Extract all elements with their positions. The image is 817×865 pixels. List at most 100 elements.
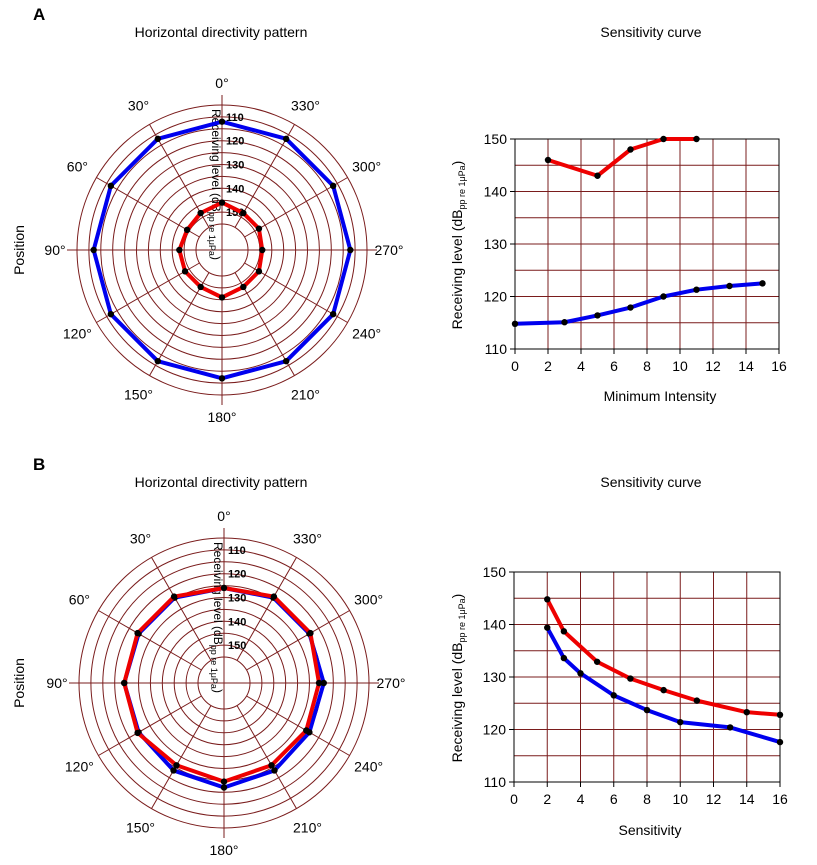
series-line-b-1: [545, 626, 781, 745]
polar-ring-label-b-0: 110: [228, 545, 246, 557]
y-tick-label-a-1: 120: [484, 289, 508, 305]
polar-point-a-0-7: [282, 357, 290, 365]
polar-point-a-0-6: [218, 375, 226, 382]
polar-angle-label-a-11: 30°: [128, 97, 149, 113]
sens-ylabel-sub-b: pp re 1μPa: [457, 598, 467, 642]
polar-point-b-1-10: [307, 629, 314, 637]
polar-angle-label-b-3: 270°: [377, 675, 406, 691]
data-point-b-1-5: [677, 718, 684, 726]
polar-point-a-1-1: [197, 209, 204, 217]
polar-spoke-b-8: [246, 695, 350, 756]
panel-letter-a: A: [33, 5, 45, 24]
polar-point-b-0-6: [220, 784, 228, 791]
y-tick-label-a-0: 110: [485, 341, 508, 357]
polar-radial-label-main-b: Receiving level (dB: [211, 542, 225, 645]
polar-point-b-1-5: [173, 762, 180, 769]
position-label-b: Position: [11, 658, 27, 708]
polar-point-b-1-7: [268, 762, 275, 769]
data-point-b-0-6: [743, 708, 750, 716]
polar-spoke-b-11: [236, 557, 297, 661]
polar-angle-label-b-2: 300°: [354, 592, 383, 608]
polar-point-a-0-9: [347, 246, 354, 254]
polar-point-b-0-5: [170, 767, 177, 774]
polar-point-a-0-8: [329, 310, 337, 318]
polar-point-a-0-2: [107, 182, 115, 190]
x-tick-label-a-7: 14: [738, 358, 754, 374]
y-tick-label-b-1: 120: [483, 722, 507, 738]
x-tick-label-a-1: 2: [544, 358, 552, 374]
polar-point-a-1-8: [255, 268, 263, 275]
polar-point-a-1-2: [183, 226, 191, 234]
polar-angle-label-b-4: 240°: [354, 759, 383, 775]
x-tick-label-a-4: 8: [643, 358, 651, 374]
polar-angle-label-a-3: 270°: [375, 242, 404, 258]
polar-angle-label-a-10: 60°: [67, 159, 88, 175]
polar-ring-label-a-1: 120: [226, 136, 244, 148]
data-point-b-0-2: [593, 658, 601, 665]
polar-angle-label-a-2: 300°: [352, 159, 381, 175]
data-point-a-0-0: [544, 156, 552, 164]
data-point-a-1-4: [660, 293, 667, 300]
polar-angle-label-a-9: 90°: [44, 242, 65, 258]
sens-ylabel-end-a: ): [449, 161, 465, 166]
x-tick-label-b-8: 16: [772, 791, 788, 807]
polar-spoke-b-10: [246, 610, 350, 671]
polar-point-b-0-7: [271, 767, 278, 774]
polar-point-a-1-10: [255, 225, 263, 232]
sens-ylabel-end-b: ): [449, 594, 465, 599]
polar-point-a-0-10: [329, 182, 337, 190]
data-point-b-0-7: [776, 711, 784, 718]
polar-angle-label-a-1: 330°: [291, 97, 320, 113]
polar-radial-label-main-a: Receiving level (dB: [209, 109, 223, 212]
polar-spoke-b-1: [151, 557, 212, 661]
polar-point-a-1-4: [181, 268, 189, 275]
y-tick-label-b-2: 130: [483, 669, 507, 685]
y-tick-label-b-0: 110: [484, 774, 507, 790]
data-point-a-1-1: [561, 319, 568, 326]
data-point-b-1-4: [643, 706, 651, 714]
x-tick-label-a-0: 0: [511, 358, 519, 374]
polar-angle-label-a-4: 240°: [352, 326, 381, 342]
sens-ylabel-main-b: Receiving level (dB: [449, 643, 465, 763]
data-point-b-0-1: [560, 628, 568, 635]
data-point-a-0-1: [594, 172, 601, 179]
polar-spoke-b-5: [151, 705, 212, 809]
data-point-b-1-1: [560, 654, 568, 662]
polar-ring-label-a-0: 110: [226, 112, 244, 124]
polar-point-b-1-6: [220, 778, 228, 785]
polar-point-a-0-3: [90, 246, 97, 254]
polar-angle-label-b-11: 30°: [130, 530, 151, 546]
polar-point-a-1-7: [240, 283, 247, 291]
polar-ring-label-b-1: 120: [228, 569, 246, 581]
sens-xlabel-b: Sensitivity: [618, 822, 681, 838]
polar-chart-a: 0° 330° 300° 270° 240° 210° 180° 150° 120° 90° 60°…: [44, 75, 403, 425]
x-tick-label-b-6: 12: [706, 791, 722, 807]
polar-angle-label-b-5: 210°: [293, 820, 322, 836]
position-label-a: Position: [11, 225, 27, 275]
polar-point-b-1-1: [170, 593, 178, 600]
polar-spoke-b-4: [98, 695, 202, 756]
polar-point-a-0-4: [107, 310, 115, 318]
polar-point-b-1-2: [134, 629, 141, 637]
data-point-a-1-5: [693, 286, 700, 293]
polar-point-a-1-11: [240, 209, 247, 217]
polar-angle-label-b-7: 150°: [126, 820, 155, 836]
polar-point-b-1-3: [121, 679, 128, 687]
polar-title-b: Horizontal directivity pattern: [135, 474, 308, 490]
data-point-b-0-0: [544, 596, 551, 603]
polar-angle-label-a-6: 180°: [208, 409, 237, 425]
x-tick-label-b-0: 0: [510, 791, 518, 807]
polar-radial-label-sub-a: pp re 1μPa: [207, 212, 217, 256]
polar-point-b-1-9: [315, 679, 323, 687]
polar-point-b-1-11: [270, 593, 278, 600]
x-tick-label-b-2: 4: [577, 791, 585, 807]
polar-point-a-0-11: [282, 135, 290, 143]
polar-point-b-1-8: [303, 727, 310, 734]
polar-point-a-0-0: [218, 118, 226, 125]
polar-point-a-1-6: [218, 294, 226, 301]
sens-ylabel-main-a: Receiving level (dB: [449, 210, 465, 330]
polar-angle-label-b-9: 90°: [46, 675, 67, 691]
polar-spoke-b-7: [236, 705, 297, 809]
polar-chart-b: 0° 330° 300° 270° 240° 210° 180° 150° 120° 90° 60°…: [46, 508, 405, 858]
polar-angle-label-b-0: 0°: [217, 508, 230, 524]
